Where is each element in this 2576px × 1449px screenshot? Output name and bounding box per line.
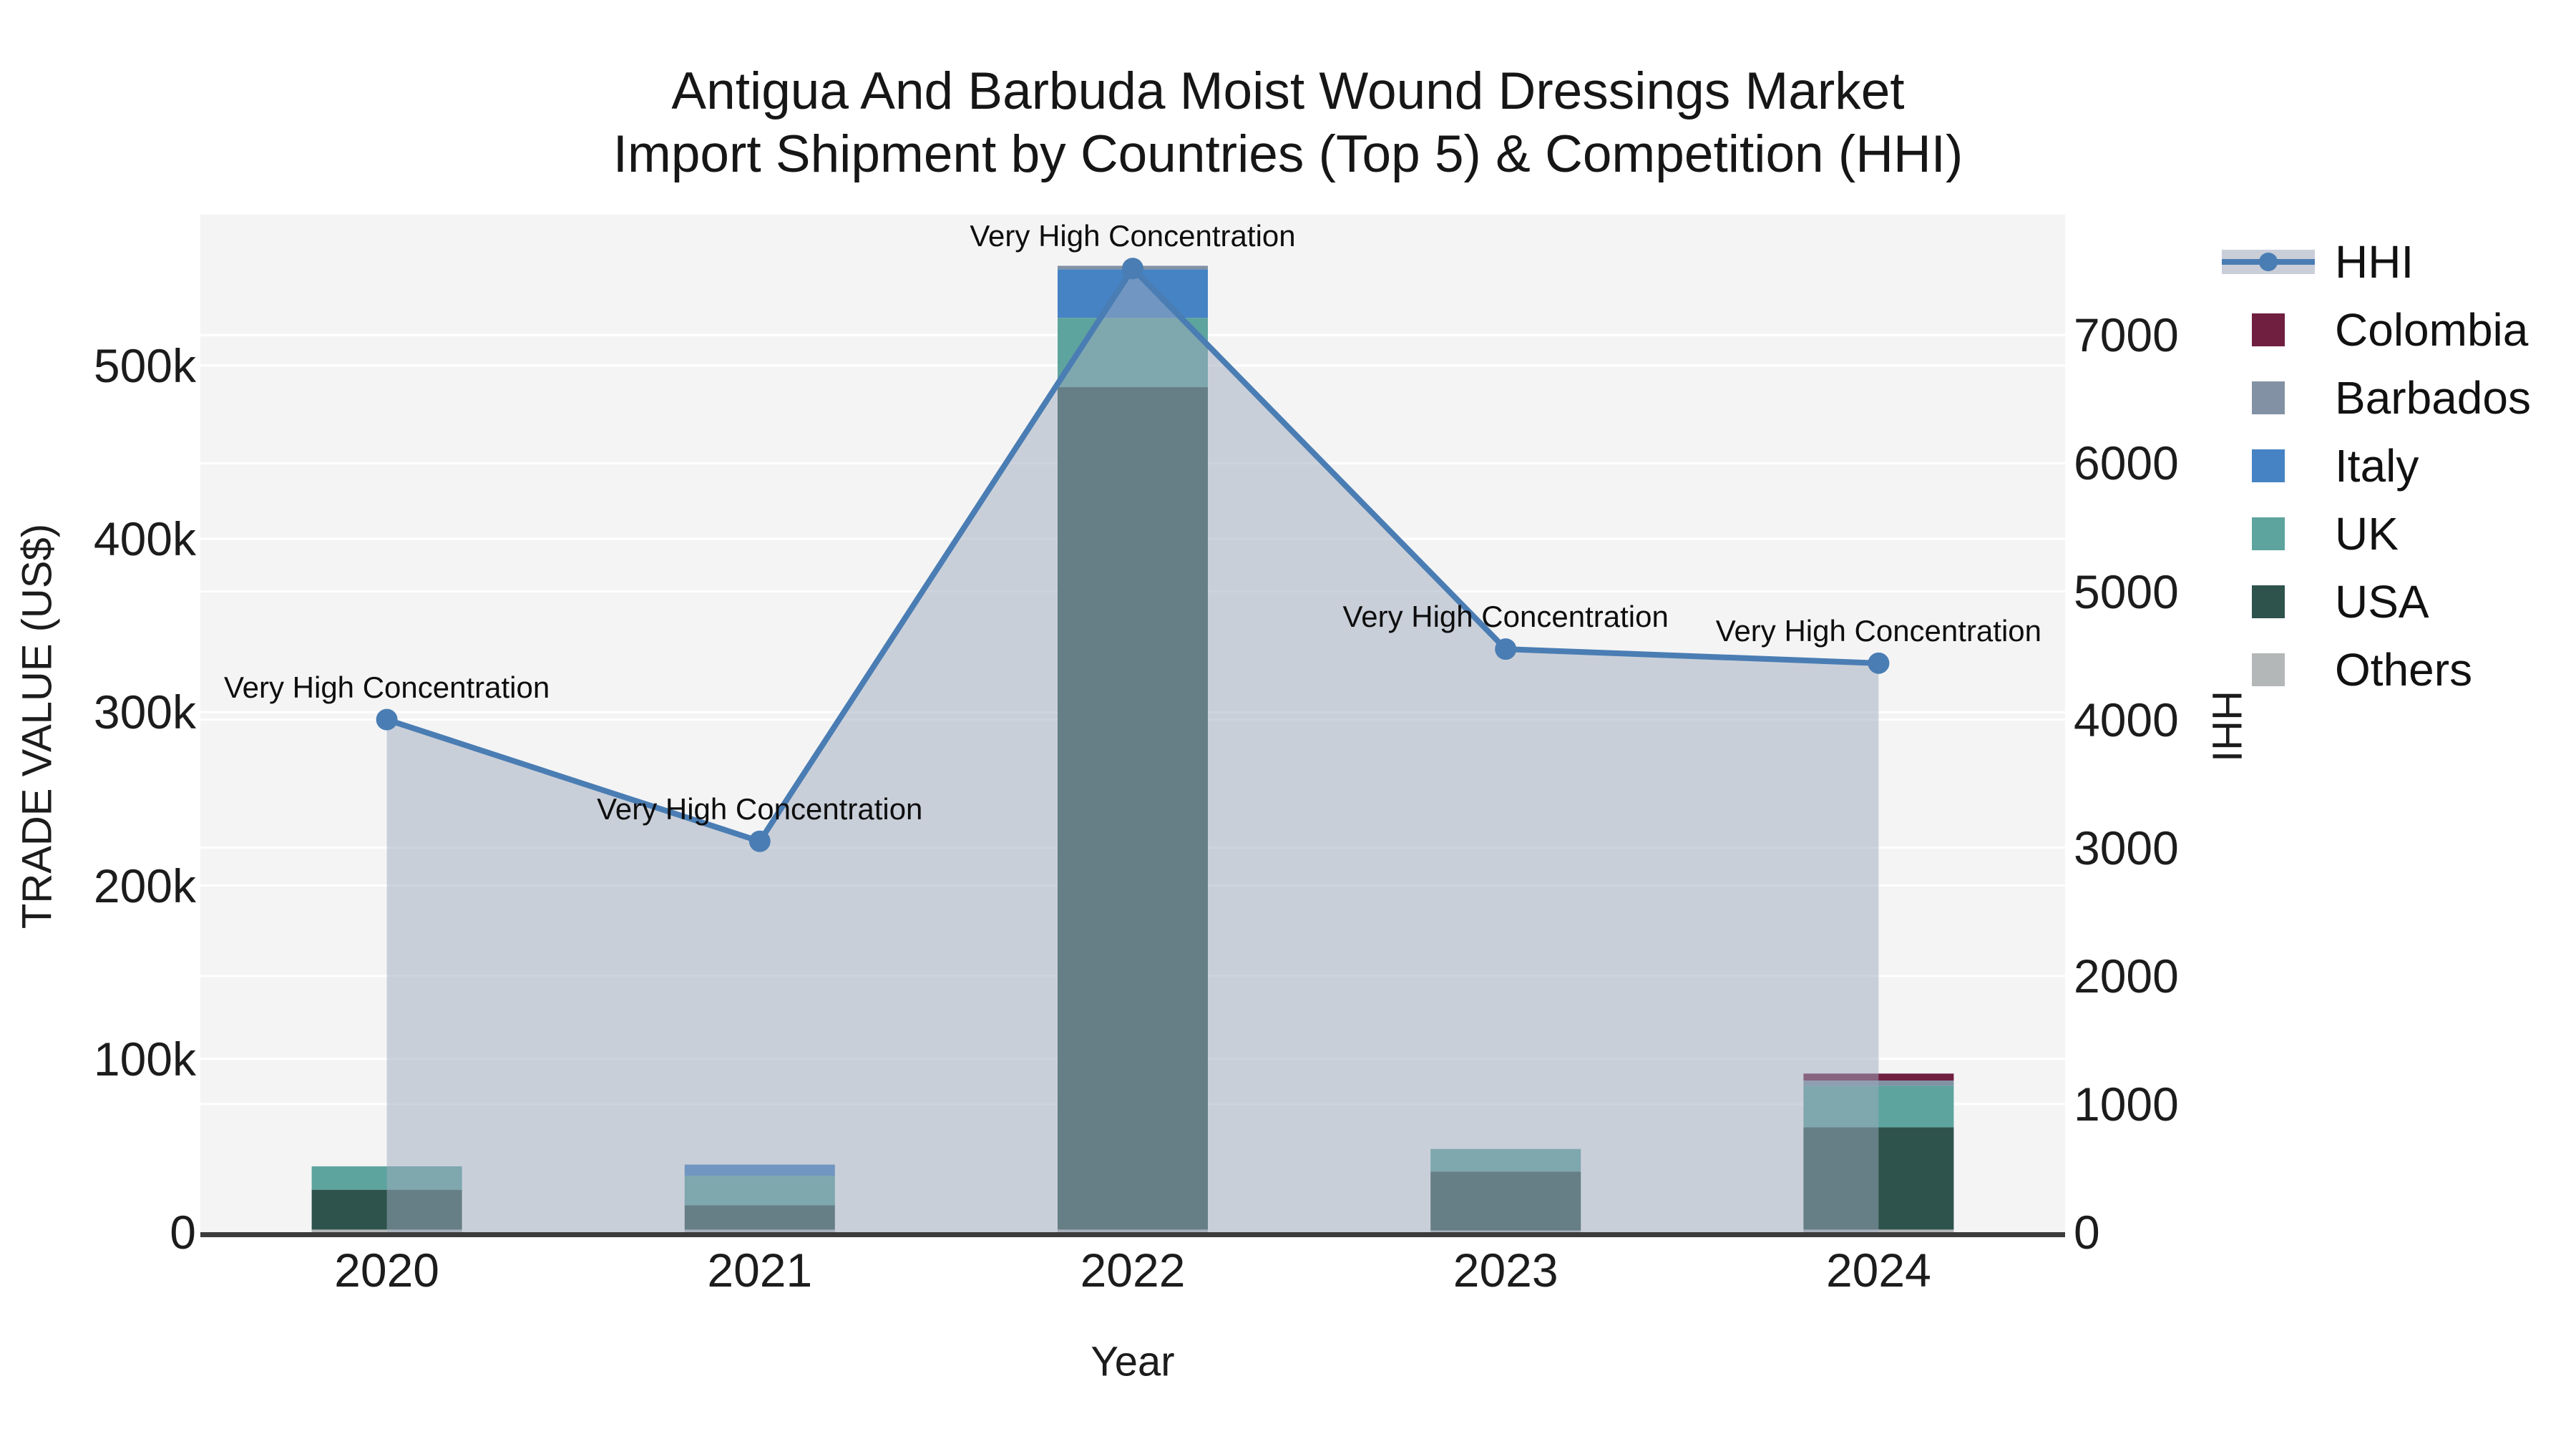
legend-label: USA — [2335, 575, 2429, 628]
legend-label: Italy — [2335, 439, 2419, 492]
color-swatch-icon — [2222, 585, 2315, 618]
legend-label: Colombia — [2335, 303, 2529, 356]
legend-label: Others — [2335, 643, 2473, 696]
hhi-marker-2022[interactable] — [1122, 258, 1143, 280]
y-left-tick-label: 400k — [93, 512, 196, 565]
x-tick-label: 2021 — [707, 1244, 813, 1297]
y-right-tick-label: 3000 — [2074, 821, 2179, 874]
color-swatch-icon — [2222, 313, 2315, 346]
y-left-tick-label: 100k — [93, 1032, 196, 1085]
color-swatch-icon — [2222, 653, 2315, 686]
color-swatch-icon — [2222, 381, 2315, 414]
hhi-marker-2024[interactable] — [1868, 652, 1890, 674]
x-tick-label: 2020 — [334, 1244, 439, 1297]
y-right-tick-label: 5000 — [2074, 565, 2179, 618]
hhi-marker-2020[interactable] — [376, 708, 398, 731]
legend-item-italy[interactable]: Italy — [2222, 431, 2531, 499]
y-right-tick-label: 6000 — [2074, 436, 2179, 490]
legend-label: UK — [2335, 507, 2399, 560]
hhi-marker-2023[interactable] — [1495, 638, 1517, 660]
y-right-tick-label: 2000 — [2074, 949, 2179, 1002]
y-right-tick-label: 4000 — [2074, 693, 2179, 746]
legend-item-uk[interactable]: UK — [2222, 499, 2531, 567]
legend-label: Barbados — [2335, 371, 2531, 424]
y-right-tick-label: 0 — [2074, 1206, 2100, 1259]
legend-item-colombia[interactable]: Colombia — [2222, 296, 2531, 364]
hhi-line-swatch-icon — [2222, 245, 2315, 278]
legend: HHI Colombia Barbados Italy UK USA Others — [2222, 228, 2531, 703]
chart-title-line2: Import Shipment by Countries (Top 5) & C… — [613, 125, 1963, 183]
legend-item-barbados[interactable]: Barbados — [2222, 364, 2531, 431]
annotation-2023: Very High Concentration — [1342, 600, 1669, 634]
annotation-2022: Very High Concentration — [970, 219, 1296, 253]
legend-label: HHI — [2335, 235, 2414, 288]
y-right-tick-label: 1000 — [2074, 1077, 2179, 1131]
annotation-2020: Very High Concentration — [223, 670, 550, 704]
legend-item-hhi[interactable]: HHI — [2222, 228, 2531, 296]
legend-item-others[interactable]: Others — [2222, 635, 2531, 703]
chart-title-line1: Antigua And Barbuda Moist Wound Dressing… — [671, 62, 1905, 120]
y-left-tick-label: 0 — [170, 1206, 196, 1259]
hhi-marker-2021[interactable] — [748, 830, 771, 852]
x-tick-label: 2024 — [1825, 1244, 1931, 1297]
x-axis-title: Year — [1091, 1338, 1175, 1385]
hhi-area-fill — [386, 268, 1879, 1233]
y-left-tick-label: 300k — [93, 686, 196, 739]
legend-item-usa[interactable]: USA — [2222, 567, 2531, 635]
y-right-tick-label: 7000 — [2074, 308, 2179, 362]
y-left-axis-title: TRADE VALUE (US$) — [14, 523, 61, 930]
chart-title: Antigua And Barbuda Moist Wound Dressing… — [0, 60, 2576, 186]
annotation-2024: Very High Concentration — [1715, 613, 2042, 648]
y-left-tick-label: 200k — [93, 859, 196, 912]
x-tick-label: 2023 — [1453, 1244, 1558, 1297]
x-tick-label: 2022 — [1080, 1244, 1186, 1297]
color-swatch-icon — [2222, 517, 2315, 550]
color-swatch-icon — [2222, 449, 2315, 482]
y-left-tick-label: 500k — [93, 338, 196, 392]
annotation-2021: Very High Concentration — [597, 791, 923, 826]
